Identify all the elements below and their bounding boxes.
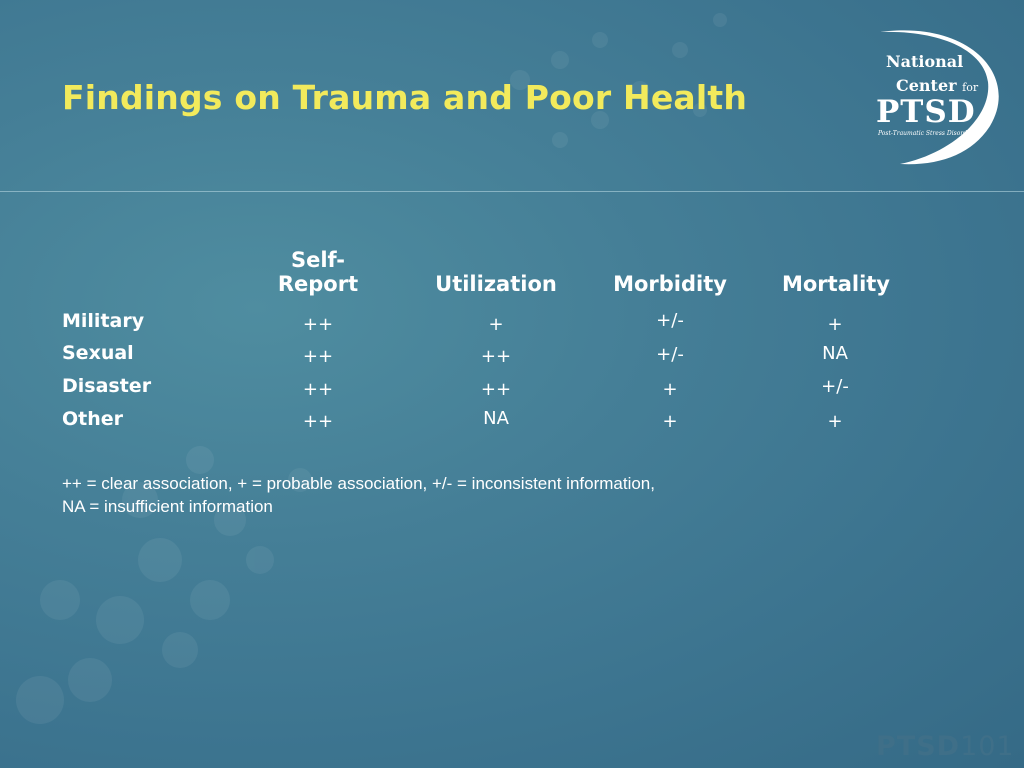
- cell-other-mortality: +: [827, 411, 843, 432]
- national-center-for-ptsd-logo: National Center for PTSD Post-Traumatic …: [860, 26, 1010, 168]
- logo-center-text: Center for: [896, 76, 979, 95]
- cell-other-morbidity: +: [662, 411, 678, 432]
- column-header-morbidity: Morbidity: [613, 272, 727, 296]
- logo-ptsd-text: PTSD: [876, 94, 976, 130]
- logo-subtitle-text: Post-Traumatic Stress Disorder: [878, 130, 974, 137]
- cell-sexual-morbidity: +/-: [656, 344, 684, 365]
- slide-title: Findings on Trauma and Poor Health: [62, 78, 748, 117]
- cell-disaster-morbidity: +: [662, 379, 678, 400]
- cell-disaster-mortality: +/-: [821, 376, 849, 397]
- row-label-military: Military: [62, 310, 145, 332]
- cell-military-self-report: ++: [302, 314, 334, 335]
- cell-military-utilization: +: [488, 314, 504, 335]
- legend-line-2: NA = insufficient information: [62, 497, 273, 516]
- row-label-sexual: Sexual: [62, 342, 134, 364]
- column-header-self-report: Self- Report: [277, 248, 359, 296]
- legend-line-1: ++ = clear association, + = probable ass…: [62, 474, 655, 493]
- title-divider: [0, 191, 1024, 192]
- cell-sexual-mortality: NA: [822, 343, 848, 364]
- row-label-other: Other: [62, 408, 124, 430]
- logo-swoosh-icon: [880, 30, 999, 165]
- column-header-mortality: Mortality: [781, 272, 890, 296]
- column-header-utilization: Utilization: [435, 272, 557, 296]
- cell-other-utilization: NA: [483, 408, 509, 429]
- cell-sexual-self-report: ++: [302, 346, 334, 367]
- cell-disaster-utilization: ++: [480, 379, 512, 400]
- cell-disaster-self-report: ++: [302, 379, 334, 400]
- table-legend: ++ = clear association, + = probable ass…: [62, 472, 822, 518]
- cell-other-self-report: ++: [302, 411, 334, 432]
- row-label-disaster: Disaster: [62, 375, 152, 397]
- logo-national-text: National: [886, 52, 964, 71]
- cell-sexual-utilization: ++: [480, 346, 512, 367]
- ptsd101-footer-logo: PTSD101: [876, 731, 1015, 762]
- cell-military-morbidity: +/-: [656, 310, 684, 331]
- cell-military-mortality: +: [827, 314, 843, 335]
